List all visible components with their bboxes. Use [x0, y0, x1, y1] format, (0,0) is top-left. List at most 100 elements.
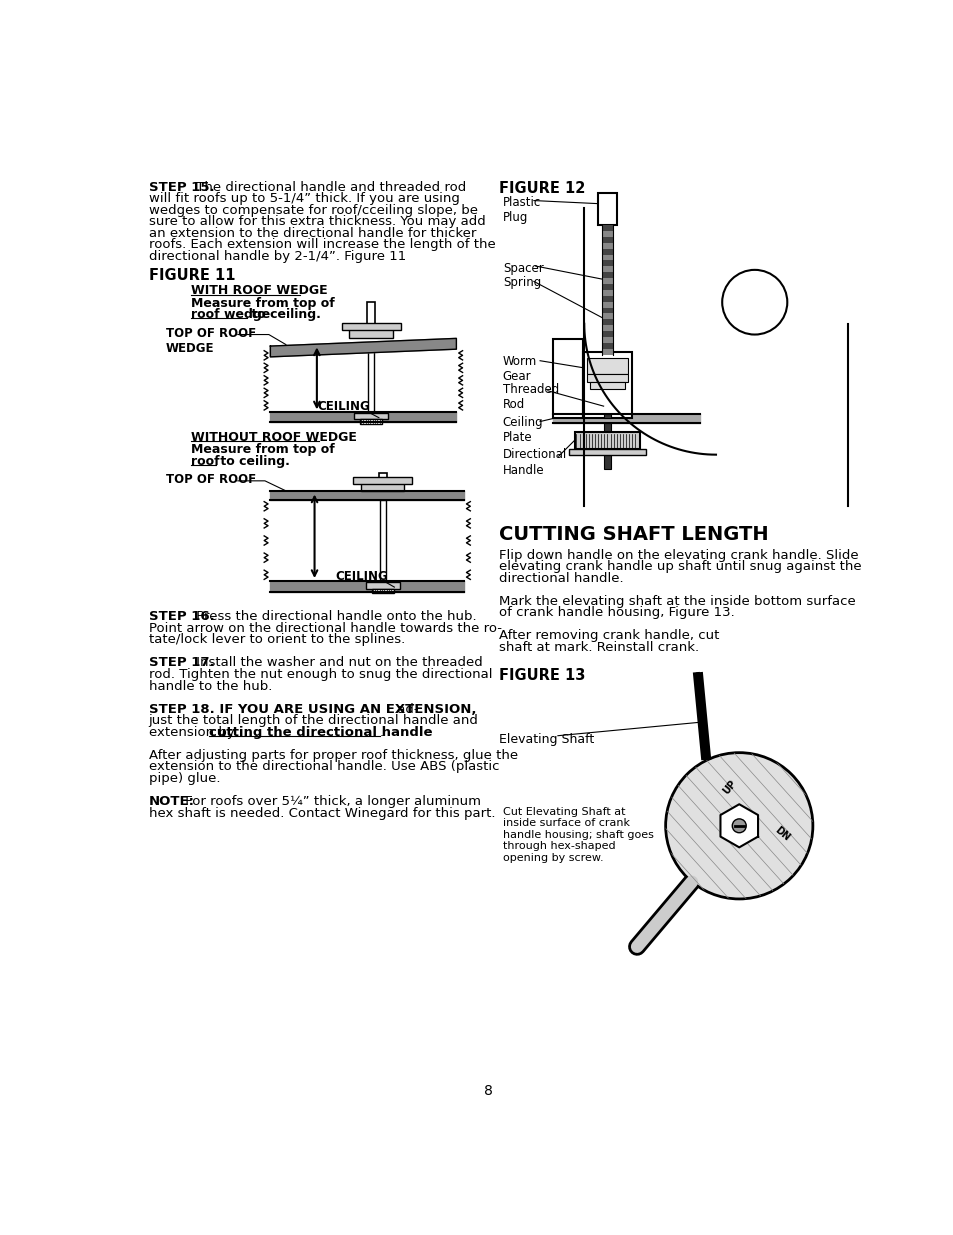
Text: shaft at mark. Reinstall crank.: shaft at mark. Reinstall crank.: [498, 641, 699, 655]
Polygon shape: [270, 338, 456, 357]
Bar: [341, 324, 400, 330]
Text: roof wedge: roof wedge: [192, 309, 271, 321]
Text: Spring: Spring: [502, 275, 540, 289]
Bar: [601, 248, 612, 254]
Bar: [601, 272, 612, 278]
Bar: [601, 325, 612, 331]
Text: FIGURE 13: FIGURE 13: [498, 668, 585, 683]
Text: Point arrow on the directional handle towards the ro-: Point arrow on the directional handle to…: [149, 621, 501, 635]
Bar: [601, 261, 612, 267]
Bar: [601, 337, 612, 343]
Bar: [601, 231, 612, 237]
Bar: [601, 267, 612, 272]
Text: roof: roof: [192, 454, 220, 468]
Bar: [601, 225, 612, 231]
Text: TOP OF ROOF: TOP OF ROOF: [166, 473, 255, 487]
Text: Press the directional handle onto the hub.: Press the directional handle onto the hu…: [192, 610, 476, 624]
Text: Directional
Handle: Directional Handle: [502, 448, 566, 477]
Text: Measure from top of: Measure from top of: [192, 443, 335, 456]
Bar: [601, 290, 612, 295]
Text: Worm
Gear: Worm Gear: [502, 354, 537, 383]
Text: to ceiling.: to ceiling.: [247, 309, 320, 321]
Bar: [603, 414, 611, 417]
Bar: [598, 193, 617, 225]
Text: CUTTING SHAFT LENGTH: CUTTING SHAFT LENGTH: [498, 526, 768, 545]
Text: directional handle.: directional handle.: [498, 572, 623, 584]
Text: Mark the elevating shaft at the inside bottom surface: Mark the elevating shaft at the inside b…: [498, 595, 855, 608]
Text: UP: UP: [720, 778, 738, 797]
Bar: [601, 278, 612, 284]
Bar: [601, 237, 612, 243]
Text: hex shaft is needed. Contact Winegard for this part.: hex shaft is needed. Contact Winegard fo…: [149, 806, 495, 820]
Text: pipe) glue.: pipe) glue.: [149, 772, 220, 785]
Text: roofs. Each extension will increase the length of the: roofs. Each extension will increase the …: [149, 238, 495, 251]
Bar: [603, 424, 611, 469]
Bar: [367, 303, 375, 338]
Text: NOTE:: NOTE:: [149, 795, 194, 808]
Bar: [353, 477, 412, 484]
Bar: [360, 419, 381, 424]
Bar: [601, 308, 612, 314]
Polygon shape: [720, 804, 758, 847]
Text: Plastic
Plug: Plastic Plug: [502, 196, 540, 224]
Text: cutting the directional handle: cutting the directional handle: [209, 726, 433, 739]
Bar: [568, 450, 645, 456]
Bar: [601, 243, 612, 248]
Text: Elevating Shaft: Elevating Shaft: [498, 734, 594, 746]
Text: 8: 8: [484, 1084, 493, 1098]
Bar: [586, 374, 628, 382]
Text: For roofs over 5¼” thick, a longer aluminum: For roofs over 5¼” thick, a longer alumi…: [181, 795, 480, 808]
Text: will fit roofs up to 5-1/4” thick. If you are using: will fit roofs up to 5-1/4” thick. If yo…: [149, 193, 459, 205]
Bar: [378, 473, 386, 490]
Text: handle to the hub.: handle to the hub.: [149, 679, 272, 693]
Bar: [601, 343, 612, 348]
Text: tate/lock lever to orient to the splines.: tate/lock lever to orient to the splines…: [149, 634, 404, 646]
Text: sure to allow for this extra thickness. You may add: sure to allow for this extra thickness. …: [149, 215, 485, 228]
Text: extension to the directional handle. Use ABS (plastic: extension to the directional handle. Use…: [149, 761, 498, 773]
Bar: [360, 483, 404, 490]
Bar: [582, 352, 632, 417]
Circle shape: [665, 752, 812, 899]
Text: to ceiling.: to ceiling.: [216, 454, 290, 468]
Text: Install the washer and nut on the threaded: Install the washer and nut on the thread…: [192, 656, 482, 669]
Text: directional handle by 2-1/4”. Figure 11: directional handle by 2-1/4”. Figure 11: [149, 249, 406, 263]
Text: ad-: ad-: [393, 703, 418, 715]
Text: CEILING: CEILING: [335, 571, 388, 583]
Bar: [586, 358, 628, 374]
Bar: [601, 254, 612, 261]
Text: Measure from top of: Measure from top of: [192, 296, 335, 310]
Bar: [553, 340, 582, 417]
Text: The directional handle and threaded rod: The directional handle and threaded rod: [192, 180, 466, 194]
Text: rod. Tighten the nut enough to snug the directional: rod. Tighten the nut enough to snug the …: [149, 668, 492, 680]
Bar: [601, 295, 612, 301]
Text: an extension to the directional handle for thicker: an extension to the directional handle f…: [149, 227, 476, 240]
Text: STEP 15.: STEP 15.: [149, 180, 214, 194]
Bar: [601, 331, 612, 337]
Text: After adjusting parts for proper roof thickness, glue the: After adjusting parts for proper roof th…: [149, 748, 517, 762]
Bar: [368, 350, 374, 411]
Bar: [601, 301, 612, 308]
Text: FIGURE 11: FIGURE 11: [149, 268, 235, 283]
Bar: [354, 412, 388, 419]
Bar: [379, 500, 385, 580]
Text: elevating crank handle up shaft until snug against the: elevating crank handle up shaft until sn…: [498, 561, 861, 573]
Text: WITH ROOF WEDGE: WITH ROOF WEDGE: [192, 284, 328, 298]
Text: STEP 18. IF YOU ARE USING AN EXTENSION,: STEP 18. IF YOU ARE USING AN EXTENSION,: [149, 703, 476, 715]
Bar: [349, 330, 393, 338]
Bar: [601, 314, 612, 320]
Text: FIGURE 12: FIGURE 12: [498, 180, 585, 195]
Text: Ceiling
Plate: Ceiling Plate: [502, 416, 543, 445]
Text: STEP 16.: STEP 16.: [149, 610, 214, 624]
Text: .: .: [379, 726, 383, 739]
Text: Spacer: Spacer: [502, 262, 543, 275]
Text: TOP OF ROOF
WEDGE: TOP OF ROOF WEDGE: [166, 327, 255, 354]
Text: After removing crank handle, cut: After removing crank handle, cut: [498, 630, 719, 642]
Text: extension by: extension by: [149, 726, 238, 739]
Text: Threaded
Rod: Threaded Rod: [502, 383, 558, 411]
Bar: [575, 432, 639, 450]
Text: Cut Elevating Shaft at
inside surface of crank
handle housing; shaft goes
throug: Cut Elevating Shaft at inside surface of…: [502, 806, 653, 863]
Bar: [601, 284, 612, 290]
Text: WITHOUT ROOF WEDGE: WITHOUT ROOF WEDGE: [192, 431, 356, 443]
Text: of crank handle housing, Figure 13.: of crank handle housing, Figure 13.: [498, 606, 734, 619]
Text: wedges to compensate for roof/cceiling slope, be: wedges to compensate for roof/cceiling s…: [149, 204, 477, 216]
